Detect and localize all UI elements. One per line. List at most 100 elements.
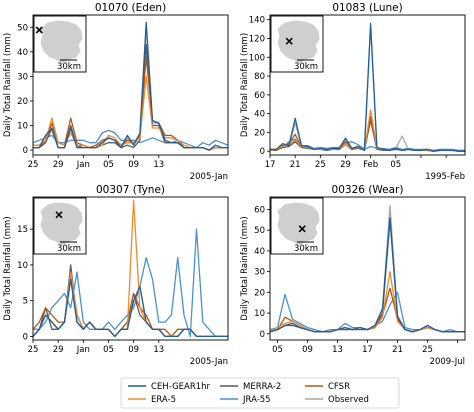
y-tick-label: 100 [249,53,265,63]
series-line-jra-55 [33,129,228,149]
legend-frame [120,377,400,409]
y-tick-label: 40 [254,247,265,257]
legend-item: ERA-5 [128,395,176,405]
y-tick-label: 0 [23,332,28,342]
series-line-ceh-gear1hr [270,217,465,333]
series-group [33,21,228,151]
series-group [33,199,228,338]
x-tick-label: 17 [362,345,373,355]
x-tick-label: 09 [128,160,139,170]
y-tick-label: 40 [17,48,28,58]
y-tick-label: 5 [23,297,28,307]
y-tick-label: 120 [249,34,265,44]
x-tick-label: 29 [53,160,64,170]
legend-item: CEH-GEAR1hr [128,382,211,392]
legend-label: MERRA-2 [243,382,281,392]
y-tick-label: 20 [254,128,265,138]
panel-title: 01070 (Eden) [95,2,166,14]
series-line-era-5 [270,109,465,152]
legend-label: CFSR [328,382,350,392]
y-tick-label: 40 [254,110,265,120]
inset-scale-label: 30km [294,62,318,72]
legend-item: CFSR [305,382,350,392]
panel-title: 00326 (Wear) [332,184,404,196]
y-tick-label: 15 [17,225,28,235]
y-tick-label: 0 [260,330,265,340]
y-tick-label: 60 [254,91,265,101]
inset-map: 30km [33,197,87,255]
series-line-cfsr [33,271,228,338]
station-marker-x-icon [285,37,293,45]
series-group [270,204,465,333]
y-tick-label: 50 [254,226,265,236]
inset-map: 30km [270,197,324,255]
period-label: 2009-Jul [430,357,465,367]
period-label: 2005-Jan [190,357,228,367]
x-tick-label: 09 [128,345,139,355]
panel-title: 00307 (Tyne) [96,184,165,196]
legend-item: Observed [305,395,369,405]
series-line-ceh-gear1hr [33,278,228,338]
chart-panel-2: 01083 (Lune) Daily Total Rainfall (mm) 0 20… [240,2,466,182]
series-group [270,22,465,152]
station-marker-x-icon [55,211,63,219]
y-tick-label: 10 [17,261,28,271]
x-tick-label: 21 [290,160,301,170]
x-tick-label: Feb [363,160,378,170]
inset-scale-label: 30km [57,244,81,254]
x-tick-label: Jan [76,345,90,355]
y-tick-label: 140 [249,16,265,26]
x-tick-label: 05 [390,160,401,170]
y-tick-label: 10 [17,122,28,132]
x-tick-label: 29 [53,345,64,355]
plot-frame [269,196,466,341]
period-label: 1995-Feb [425,172,465,182]
inset-scale-label: 30km [294,244,318,254]
legend-label: JRA-55 [242,395,271,405]
y-tick-label: 30 [254,268,265,278]
x-tick-label: 17 [265,160,276,170]
chart-panel-4: 00326 (Wear) Daily Total Rainfall (mm) 0 10… [240,184,466,367]
legend-label: Observed [328,395,369,405]
y-axis-label: Daily Total Rainfall (mm) [240,33,250,137]
x-tick-label: 25 [422,345,433,355]
y-tick-label: 0 [260,147,265,157]
series-line-ceh-gear1hr [270,22,465,152]
x-tick-label: 05 [103,345,114,355]
x-tick-label: 25 [315,160,326,170]
station-marker-x-icon [35,26,43,34]
y-axis-label: Daily Total Rainfall (mm) [3,33,13,137]
y-tick-label: 60 [254,205,265,215]
chart-panel-3: 00307 (Tyne)Daily Total Rainfall (mm)051… [3,184,229,367]
x-tick-label: 25 [28,345,39,355]
y-tick-label: 50 [17,23,28,33]
x-tick-label: 13 [153,160,164,170]
legend: CEH-GEAR1hr ERA-5 MERRA-2 JRA-55 CFSR Observe… [120,377,400,409]
y-axis-label: Daily Total Rainfall (mm) [3,216,13,320]
uk-map-icon [277,20,320,64]
series-line-ceh-gear1hr [33,21,228,151]
y-tick-label: 10 [254,309,265,319]
plot-frame [32,196,229,341]
legend-label: ERA-5 [151,395,176,405]
period-label: 2005-Jan [190,172,228,182]
x-tick-label: 09 [302,345,313,355]
plot-frame [269,14,466,156]
uk-map-icon [40,202,83,246]
legend-item: JRA-55 [220,395,271,405]
uk-map-icon [40,20,83,64]
x-tick-label: 21 [392,345,403,355]
y-tick-label: 20 [254,288,265,298]
series-line-era-5 [33,75,228,151]
inset-map: 30km [270,15,324,73]
x-tick-label: 05 [103,160,114,170]
chart-panel-1: 01070 (Eden) Daily Total Rainfall (mm) 0 10… [3,2,229,182]
series-line-jra-55 [33,228,228,338]
legend-item: MERRA-2 [220,382,281,392]
x-tick-label: 05 [272,345,283,355]
x-tick-label: 13 [153,345,164,355]
y-axis-label: Daily Total Rainfall (mm) [240,216,250,320]
plot-frame [32,14,229,156]
y-tick-label: 20 [17,97,28,107]
x-tick-label: 13 [332,345,343,355]
